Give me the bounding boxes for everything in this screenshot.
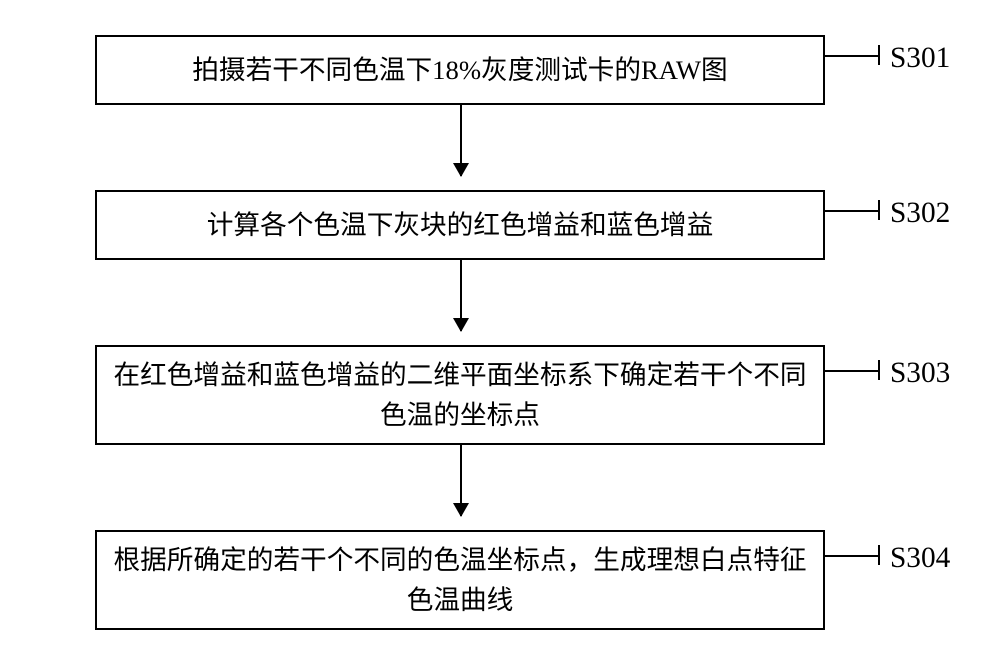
step-box-s302: 计算各个色温下灰块的红色增益和蓝色增益 bbox=[95, 190, 825, 260]
lead-s304 bbox=[825, 555, 880, 557]
arrow-s303-s304 bbox=[460, 445, 462, 516]
step-label-s302: S302 bbox=[890, 197, 950, 230]
arrow-s302-s303 bbox=[460, 260, 462, 331]
step-box-s301: 拍摄若干不同色温下18%灰度测试卡的RAW图 bbox=[95, 35, 825, 105]
lead-s302 bbox=[825, 210, 880, 212]
step-text-s301: 拍摄若干不同色温下18%灰度测试卡的RAW图 bbox=[192, 50, 727, 90]
step-label-s303: S303 bbox=[890, 357, 950, 390]
lead-s303 bbox=[825, 370, 880, 372]
step-box-s303: 在红色增益和蓝色增益的二维平面坐标系下确定若干个不同色温的坐标点 bbox=[95, 345, 825, 445]
step-label-s304: S304 bbox=[890, 542, 950, 575]
step-text-s303: 在红色增益和蓝色增益的二维平面坐标系下确定若干个不同色温的坐标点 bbox=[107, 355, 813, 435]
lead-s301 bbox=[825, 55, 880, 57]
step-label-s301: S301 bbox=[890, 42, 950, 75]
step-text-s304: 根据所确定的若干个不同的色温坐标点，生成理想白点特征色温曲线 bbox=[107, 540, 813, 620]
arrow-s301-s302 bbox=[460, 105, 462, 176]
flowchart-canvas: 拍摄若干不同色温下18%灰度测试卡的RAW图 S301 计算各个色温下灰块的红色… bbox=[0, 0, 1000, 667]
step-text-s302: 计算各个色温下灰块的红色增益和蓝色增益 bbox=[207, 205, 713, 245]
step-box-s304: 根据所确定的若干个不同的色温坐标点，生成理想白点特征色温曲线 bbox=[95, 530, 825, 630]
